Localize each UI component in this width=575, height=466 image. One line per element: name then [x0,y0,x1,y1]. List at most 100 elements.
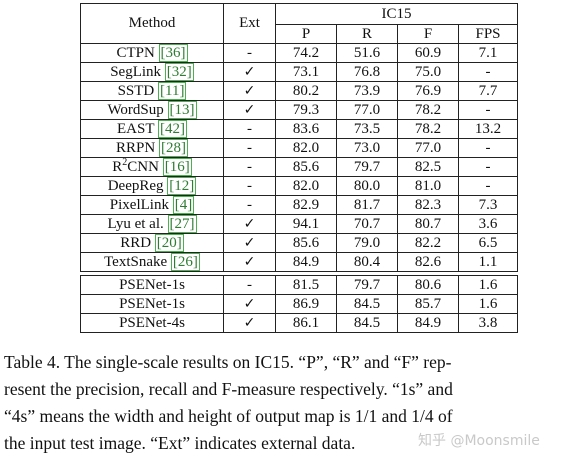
ext-cell: ✓ [223,81,276,101]
p-cell: 85.6 [275,233,337,253]
p-cell: 85.6 [275,157,337,177]
ext-cell: - [223,195,276,215]
p-cell: 83.6 [275,119,337,139]
caption-line: resent the precision, recall and F-measu… [4,379,453,399]
citation-link[interactable]: [28] [158,138,188,157]
method-cell: TextSnake [26] [80,252,224,272]
citation-link[interactable]: [11] [158,81,187,100]
method-cell: PSENet-4s [80,313,224,333]
citation-link[interactable]: [27] [167,214,197,233]
table-row: PixelLink [4] - 82.9 81.7 82.3 7.3 [80,195,518,215]
r-cell: 77.0 [336,100,398,120]
f-cell: 80.7 [397,214,459,234]
ext-cell: ✓ [223,62,276,82]
method-cell: RRD [20] [80,233,224,253]
caption-line: the input test image. “Ext” indicates ex… [4,433,356,453]
ext-cell: - [223,275,276,295]
fps-cell: 6.5 [458,233,518,253]
f-cell: 60.9 [397,43,459,63]
ext-cell: ✓ [223,233,276,253]
r-cell: 51.6 [336,43,398,63]
f-cell: 80.6 [397,275,459,295]
ext-cell: - [223,43,276,63]
table-row: R2CNN [16] - 85.6 79.7 82.5 - [80,157,518,177]
subheader-row: P R F FPS [81,24,518,44]
r-cell: 76.8 [336,62,398,82]
ext-cell: ✓ [223,214,276,234]
f-header: F [397,24,459,44]
fps-header: FPS [458,24,518,44]
citation-link[interactable]: [26] [170,252,200,271]
f-cell: 84.9 [397,313,459,333]
p-cell: 86.9 [275,294,337,314]
table-row: EAST [42] - 83.6 73.5 78.2 13.2 [80,119,518,139]
p-cell: 74.2 [275,43,337,63]
p-cell: 86.1 [275,313,337,333]
f-cell: 82.2 [397,233,459,253]
fps-cell: - [458,100,518,120]
fps-cell: - [458,62,518,82]
table-row: TextSnake [26] ✓ 84.9 80.4 82.6 1.1 [80,252,518,272]
header-row: Method Ext IC15 [80,3,518,44]
citation-link[interactable]: [42] [157,119,187,138]
r-cell: 73.9 [336,81,398,101]
method-cell: SegLink [32] [80,62,224,82]
table-row: SegLink [32] ✓ 73.1 76.8 75.0 - [80,62,518,82]
ext-cell: - [223,119,276,139]
p-cell: 94.1 [275,214,337,234]
method-cell: R2CNN [16] [80,157,224,177]
fps-cell: - [458,157,518,177]
fps-cell: 3.8 [458,313,518,333]
table-row: DeepReg [12] - 82.0 80.0 81.0 - [80,176,518,196]
citation-link[interactable]: [16] [162,157,192,176]
p-cell: 84.9 [275,252,337,272]
method-cell: PSENet-1s [80,275,224,295]
citation-link[interactable]: [12] [167,176,197,195]
table-row: SSTD [11] ✓ 80.2 73.9 76.9 7.7 [80,81,518,101]
r-cell: 79.7 [336,157,398,177]
citation-link[interactable]: [4] [172,195,195,214]
f-cell: 82.3 [397,195,459,215]
f-cell: 78.2 [397,100,459,120]
f-cell: 75.0 [397,62,459,82]
r-cell: 80.0 [336,176,398,196]
citation-link[interactable]: [36] [158,43,188,62]
p-cell: 82.9 [275,195,337,215]
p-cell: 82.0 [275,138,337,158]
ext-header: Ext [223,3,276,44]
p-cell: 73.1 [275,62,337,82]
method-header: Method [80,3,224,44]
p-cell: 79.3 [275,100,337,120]
caption-line: Table 4. The single-scale results on IC1… [4,352,452,372]
table-row: PSENet-4s ✓ 86.1 84.5 84.9 3.8 [80,313,518,333]
table-row: WordSup [13] ✓ 79.3 77.0 78.2 - [80,100,518,120]
f-cell: 82.6 [397,252,459,272]
table-row: PSENet-1s ✓ 86.9 84.5 85.7 1.6 [80,294,518,314]
fps-cell: 1.6 [458,294,518,314]
citation-link[interactable]: [20] [154,233,184,252]
method-cell: EAST [42] [80,119,224,139]
method-cell: RRPN [28] [80,138,224,158]
citation-link[interactable]: [13] [167,100,197,119]
method-cell: PSENet-1s [80,294,224,314]
table-row: Lyu et al. [27] ✓ 94.1 70.7 80.7 3.6 [80,214,518,234]
r-cell: 79.7 [336,275,398,295]
fps-cell: - [458,138,518,158]
ext-cell: ✓ [223,313,276,333]
r-cell: 79.0 [336,233,398,253]
fps-cell: 1.6 [458,275,518,295]
r-cell: 84.5 [336,313,398,333]
r-cell: 73.5 [336,119,398,139]
ext-cell: ✓ [223,252,276,272]
p-cell: 81.5 [275,275,337,295]
table-row: RRPN [28] - 82.0 73.0 77.0 - [80,138,518,158]
p-cell: 82.0 [275,176,337,196]
r-header: R [336,24,398,44]
fps-cell: 1.1 [458,252,518,272]
citation-link[interactable]: [32] [164,62,194,81]
table-row: PSENet-1s - 81.5 79.7 80.6 1.6 [80,275,518,295]
caption-line: “4s” means the width and height of outpu… [4,406,453,426]
method-cell: DeepReg [12] [80,176,224,196]
table-row: RRD [20] ✓ 85.6 79.0 82.2 6.5 [80,233,518,253]
table-row: CTPN [36] - 74.2 51.6 60.9 7.1 [80,43,518,63]
